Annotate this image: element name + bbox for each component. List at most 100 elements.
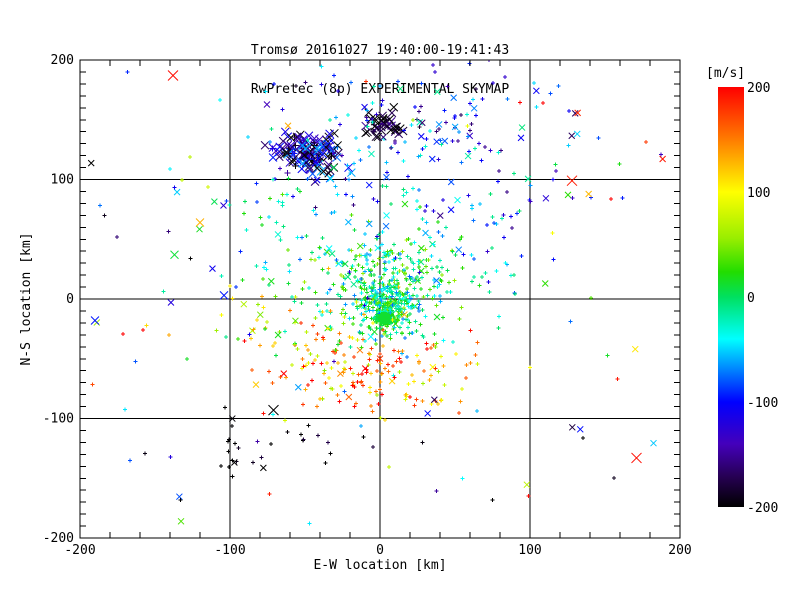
y-tick-label: 100 bbox=[51, 173, 74, 188]
scatter-point bbox=[420, 147, 425, 152]
scatter-point bbox=[401, 293, 406, 298]
scatter-point bbox=[473, 113, 478, 118]
scatter-point bbox=[373, 337, 378, 342]
scatter-point bbox=[313, 212, 318, 217]
scatter-point bbox=[358, 157, 363, 162]
dense-core-blob bbox=[378, 311, 391, 325]
scatter-point bbox=[372, 263, 377, 268]
scatter-point bbox=[464, 363, 469, 368]
scatter-point bbox=[434, 129, 439, 134]
scatter-point bbox=[417, 244, 425, 252]
scatter-point bbox=[365, 124, 370, 129]
scatter-point bbox=[395, 271, 400, 276]
scatter-point bbox=[284, 122, 292, 130]
scatter-point bbox=[491, 221, 496, 226]
scatter-point bbox=[295, 347, 300, 352]
scatter-point bbox=[401, 128, 406, 133]
scatter-point bbox=[340, 285, 345, 290]
scatter-point bbox=[360, 331, 365, 336]
scatter-point bbox=[390, 250, 395, 255]
scatter-point bbox=[278, 238, 283, 243]
scatter-point bbox=[378, 415, 383, 420]
scatter-point bbox=[250, 460, 255, 465]
scatter-point bbox=[363, 255, 368, 260]
scatter-point bbox=[317, 255, 322, 260]
scatter-point bbox=[115, 235, 120, 240]
colorbar-tick-label: -200 bbox=[747, 501, 779, 516]
scatter-point bbox=[308, 169, 317, 179]
scatter-point bbox=[445, 84, 450, 89]
plot-title-line2: RwPretec (8p) EXPERIMENTAL SKYMAP bbox=[250, 82, 510, 97]
scatter-points-layer bbox=[87, 60, 666, 526]
scatter-point bbox=[350, 336, 355, 341]
scatter-point bbox=[261, 305, 266, 310]
scatter-point bbox=[393, 298, 398, 303]
scatter-point bbox=[306, 285, 311, 290]
scatter-point bbox=[370, 293, 375, 298]
scatter-point bbox=[305, 137, 310, 142]
scatter-point bbox=[349, 266, 354, 271]
scatter-point bbox=[400, 320, 405, 325]
scatter-point bbox=[298, 189, 303, 194]
scatter-point bbox=[301, 144, 311, 153]
scatter-point bbox=[285, 248, 290, 253]
scatter-point bbox=[445, 268, 450, 273]
scatter-point bbox=[345, 113, 350, 118]
scatter-point bbox=[244, 228, 249, 233]
scatter-point bbox=[500, 216, 505, 221]
scatter-point bbox=[383, 251, 388, 256]
scatter-point bbox=[263, 89, 268, 94]
scatter-point bbox=[329, 386, 334, 391]
scatter-point bbox=[280, 192, 285, 197]
scatter-point bbox=[443, 225, 448, 230]
scatter-point bbox=[373, 122, 383, 132]
scatter-point bbox=[401, 297, 406, 302]
scatter-point bbox=[452, 114, 457, 119]
scatter-point bbox=[362, 312, 367, 317]
scatter-point bbox=[293, 294, 298, 299]
scatter-point bbox=[408, 256, 413, 261]
scatter-point bbox=[589, 295, 594, 300]
scatter-point bbox=[365, 296, 370, 301]
scatter-point bbox=[355, 337, 360, 342]
scatter-point bbox=[292, 163, 299, 170]
scatter-point bbox=[469, 252, 474, 257]
scatter-point bbox=[236, 336, 241, 341]
scatter-point bbox=[416, 109, 421, 114]
scatter-point bbox=[324, 301, 329, 306]
scatter-point bbox=[357, 253, 362, 258]
scatter-point bbox=[371, 328, 378, 336]
scatter-point bbox=[319, 361, 324, 366]
scatter-point bbox=[255, 439, 260, 444]
scatter-point bbox=[411, 267, 416, 272]
scatter-point bbox=[416, 265, 421, 270]
scatter-point bbox=[351, 371, 356, 376]
scatter-point bbox=[384, 160, 389, 165]
scatter-point bbox=[274, 231, 282, 238]
scatter-point bbox=[310, 250, 315, 255]
scatter-point bbox=[257, 343, 262, 348]
scatter-point bbox=[367, 333, 375, 341]
scatter-point bbox=[659, 155, 666, 163]
scatter-point bbox=[367, 325, 372, 330]
colorbar-tick-label: -100 bbox=[747, 396, 779, 411]
scatter-point bbox=[249, 368, 254, 373]
scatter-point bbox=[394, 359, 399, 364]
scatter-point bbox=[301, 158, 311, 168]
scatter-point bbox=[554, 168, 559, 173]
scatter-point bbox=[177, 517, 185, 525]
scatter-point bbox=[430, 296, 435, 301]
scatter-point bbox=[267, 277, 275, 285]
scatter-point bbox=[261, 411, 266, 416]
scatter-point bbox=[431, 209, 436, 214]
scatter-point bbox=[267, 196, 272, 201]
scatter-point bbox=[417, 308, 422, 313]
scatter-point bbox=[321, 142, 331, 152]
scatter-point bbox=[339, 341, 343, 346]
scatter-point bbox=[488, 148, 493, 153]
scatter-point bbox=[413, 104, 418, 109]
scatter-point bbox=[325, 129, 334, 139]
scatter-point bbox=[301, 437, 306, 442]
scatter-point bbox=[574, 109, 582, 117]
scatter-point bbox=[437, 126, 442, 131]
